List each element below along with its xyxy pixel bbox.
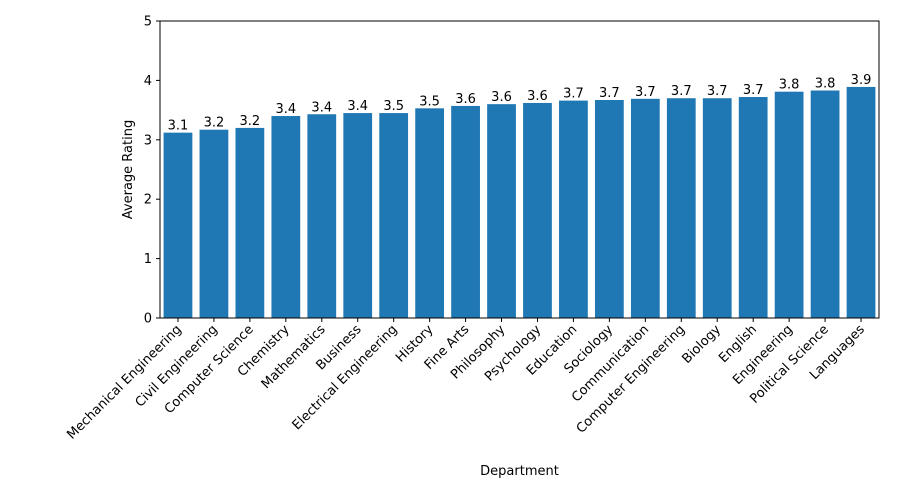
bar	[774, 91, 804, 318]
bar-value-label: 3.4	[347, 99, 368, 114]
bar	[702, 98, 732, 318]
bar-value-label: 3.7	[707, 84, 728, 99]
bar	[738, 97, 768, 318]
bar	[199, 129, 229, 318]
bar-value-label: 3.6	[491, 90, 512, 105]
bar-value-label: 3.8	[779, 78, 800, 93]
bar-value-label: 3.8	[815, 77, 836, 92]
bars-group	[163, 86, 876, 319]
bar	[271, 116, 301, 318]
bar-value-label: 3.2	[240, 114, 261, 129]
bar	[343, 113, 373, 318]
bar-value-label: 3.2	[204, 116, 225, 131]
y-tick-label: 2	[144, 193, 152, 208]
bar	[846, 86, 876, 319]
plot-frame	[159, 20, 880, 319]
bar	[379, 113, 409, 318]
y-tick-label: 3	[144, 133, 152, 148]
bar-value-label: 3.9	[851, 73, 872, 88]
y-axis: 0 1 2 3 4 5	[144, 15, 160, 327]
bar	[415, 108, 445, 318]
bar-value-label: 3.6	[527, 89, 548, 104]
bar	[630, 98, 660, 318]
y-axis-label: Average Rating	[121, 120, 136, 219]
bar	[451, 105, 480, 318]
bar	[595, 100, 624, 318]
bar	[487, 104, 516, 318]
bar	[559, 100, 588, 318]
bar-value-label: 3.5	[383, 99, 404, 114]
bar	[810, 90, 840, 318]
y-tick-label: 1	[144, 252, 152, 267]
bar-value-label: 3.1	[168, 119, 189, 134]
bar-value-label: 3.7	[599, 86, 620, 101]
bar	[235, 127, 265, 318]
bar	[307, 114, 337, 318]
y-tick-label: 5	[144, 15, 152, 30]
bar-value-label: 3.7	[671, 84, 692, 99]
bar-value-label: 3.7	[563, 87, 584, 102]
bar	[666, 98, 696, 318]
bar-labels-group: 3.1 3.2 3.2 3.4 3.4 3.4 3.5 3.5 3.6 3.6 3.6 3.7 3.7 3…	[168, 73, 872, 134]
y-tick-label: 0	[144, 312, 152, 327]
y-tick-label: 4	[144, 74, 152, 89]
bar-value-label: 3.4	[275, 102, 296, 117]
bar	[523, 102, 552, 318]
bar-value-label: 3.7	[743, 83, 764, 98]
bar-value-label: 3.4	[311, 100, 332, 115]
x-axis-label: Department	[480, 464, 559, 479]
bar-value-label: 3.6	[455, 92, 476, 107]
bar-value-label: 3.7	[635, 85, 656, 100]
bar	[163, 132, 193, 318]
bar-value-label: 3.5	[419, 94, 440, 109]
